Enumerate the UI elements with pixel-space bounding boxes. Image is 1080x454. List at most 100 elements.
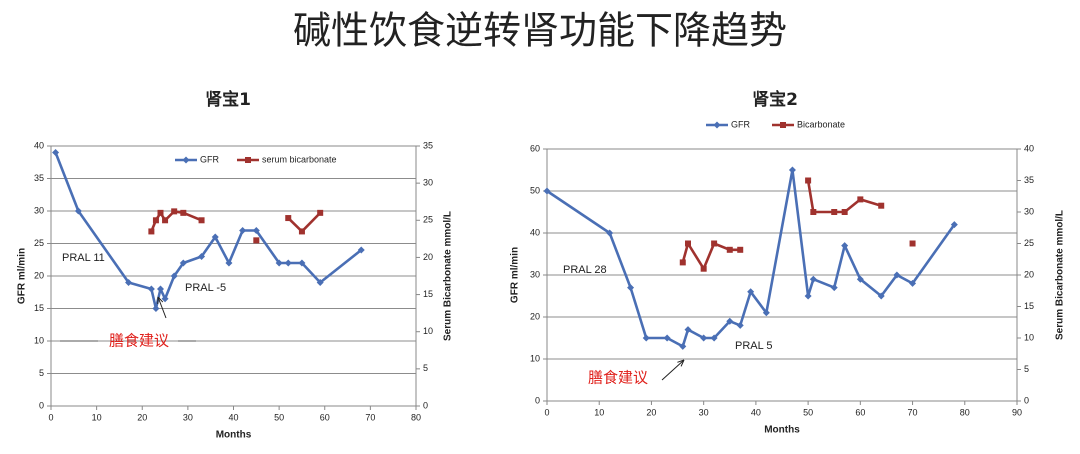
y-tick-label: 25 bbox=[34, 238, 44, 248]
y2-tick-label: 20 bbox=[1024, 269, 1034, 279]
marker bbox=[857, 196, 864, 203]
marker bbox=[74, 207, 82, 215]
marker bbox=[170, 272, 178, 280]
plot-frame bbox=[50, 145, 417, 407]
x-tick-label: 30 bbox=[699, 407, 709, 417]
marker bbox=[700, 334, 708, 342]
marker bbox=[841, 242, 849, 250]
x-tick-label: 50 bbox=[803, 407, 813, 417]
chart-title: 肾宝2 bbox=[752, 89, 798, 110]
y2-tick-label: 10 bbox=[423, 326, 433, 336]
marker bbox=[284, 259, 292, 267]
annotation: PRAL 5 bbox=[735, 340, 773, 352]
marker bbox=[198, 217, 205, 224]
y-tick-label: 30 bbox=[34, 205, 44, 215]
y-tick-label: 0 bbox=[39, 400, 44, 410]
y-tick-label: 20 bbox=[530, 311, 540, 321]
series-line bbox=[150, 210, 322, 233]
legend-marker bbox=[713, 121, 721, 129]
series-line bbox=[546, 168, 956, 348]
y-axis-label: GFR ml/min bbox=[510, 247, 521, 303]
y-tick-label: 5 bbox=[39, 368, 44, 378]
marker bbox=[726, 317, 734, 325]
x-tick-label: 50 bbox=[274, 412, 284, 422]
y2-tick-label: 30 bbox=[423, 178, 433, 188]
marker bbox=[809, 275, 817, 283]
annotation: 膳食建议 bbox=[588, 369, 648, 387]
marker bbox=[211, 233, 219, 241]
x-tick-label: 80 bbox=[960, 407, 970, 417]
marker bbox=[253, 237, 260, 244]
y2-tick-label: 25 bbox=[423, 215, 433, 225]
legend-marker bbox=[780, 122, 786, 128]
marker bbox=[157, 209, 164, 216]
marker bbox=[909, 279, 917, 287]
y2-tick-label: 35 bbox=[1024, 175, 1034, 185]
x-tick-label: 60 bbox=[855, 407, 865, 417]
marker bbox=[179, 259, 187, 267]
marker bbox=[878, 202, 885, 209]
legend-label: GFR bbox=[731, 119, 750, 129]
legend-label: GFR bbox=[200, 154, 219, 164]
y-tick-label: 60 bbox=[530, 143, 540, 153]
y2-tick-label: 30 bbox=[1024, 206, 1034, 216]
y-tick-label: 10 bbox=[34, 335, 44, 345]
y2-tick-label: 15 bbox=[1024, 301, 1034, 311]
annotation: 膳食建议 bbox=[109, 332, 169, 350]
marker bbox=[606, 229, 614, 237]
y-tick-label: 30 bbox=[530, 269, 540, 279]
x-tick-label: 10 bbox=[594, 407, 604, 417]
y-tick-label: 10 bbox=[530, 353, 540, 363]
marker bbox=[317, 209, 324, 216]
marker bbox=[125, 279, 133, 286]
marker bbox=[161, 295, 169, 303]
marker bbox=[298, 228, 305, 235]
marker bbox=[198, 253, 206, 260]
marker bbox=[357, 246, 365, 254]
marker bbox=[285, 215, 292, 222]
marker bbox=[298, 259, 306, 267]
y2-tick-label: 20 bbox=[423, 252, 433, 262]
y2-tick-label: 0 bbox=[1024, 395, 1029, 405]
marker bbox=[275, 259, 283, 267]
marker bbox=[736, 321, 744, 329]
x-tick-label: 0 bbox=[48, 412, 53, 422]
marker bbox=[788, 166, 796, 174]
y-tick-label: 20 bbox=[34, 270, 44, 280]
y-tick-label: 40 bbox=[530, 227, 540, 237]
marker bbox=[726, 246, 733, 253]
marker bbox=[171, 208, 178, 215]
marker bbox=[747, 288, 755, 296]
series-line bbox=[683, 181, 913, 269]
marker bbox=[685, 240, 691, 247]
x-axis-label: Months bbox=[764, 425, 800, 436]
y2-tick-label: 5 bbox=[1024, 364, 1029, 374]
x-tick-label: 40 bbox=[228, 412, 238, 422]
marker bbox=[543, 187, 551, 195]
arrow-head bbox=[157, 296, 164, 305]
arrow-head bbox=[677, 359, 685, 367]
y2-tick-label: 15 bbox=[423, 289, 433, 299]
marker bbox=[152, 305, 160, 312]
y2-axis-label: Serum Bicarbonate mmol/L bbox=[443, 211, 454, 341]
marker bbox=[147, 285, 155, 293]
marker bbox=[152, 217, 159, 224]
marker bbox=[909, 240, 916, 247]
x-tick-label: 30 bbox=[183, 412, 193, 422]
x-tick-label: 60 bbox=[320, 412, 330, 422]
marker bbox=[225, 259, 233, 267]
marker bbox=[804, 292, 812, 300]
marker bbox=[893, 271, 901, 279]
legend-label: serum bicarbonate bbox=[262, 154, 337, 164]
x-tick-label: 20 bbox=[646, 407, 656, 417]
y2-tick-label: 10 bbox=[1024, 332, 1034, 342]
x-tick-label: 0 bbox=[544, 407, 549, 417]
marker bbox=[157, 285, 164, 293]
y-tick-label: 0 bbox=[535, 395, 540, 405]
marker bbox=[642, 334, 650, 342]
marker bbox=[52, 149, 60, 156]
marker bbox=[711, 240, 718, 247]
legend-marker bbox=[245, 157, 251, 163]
marker bbox=[810, 209, 817, 215]
marker bbox=[805, 177, 812, 184]
